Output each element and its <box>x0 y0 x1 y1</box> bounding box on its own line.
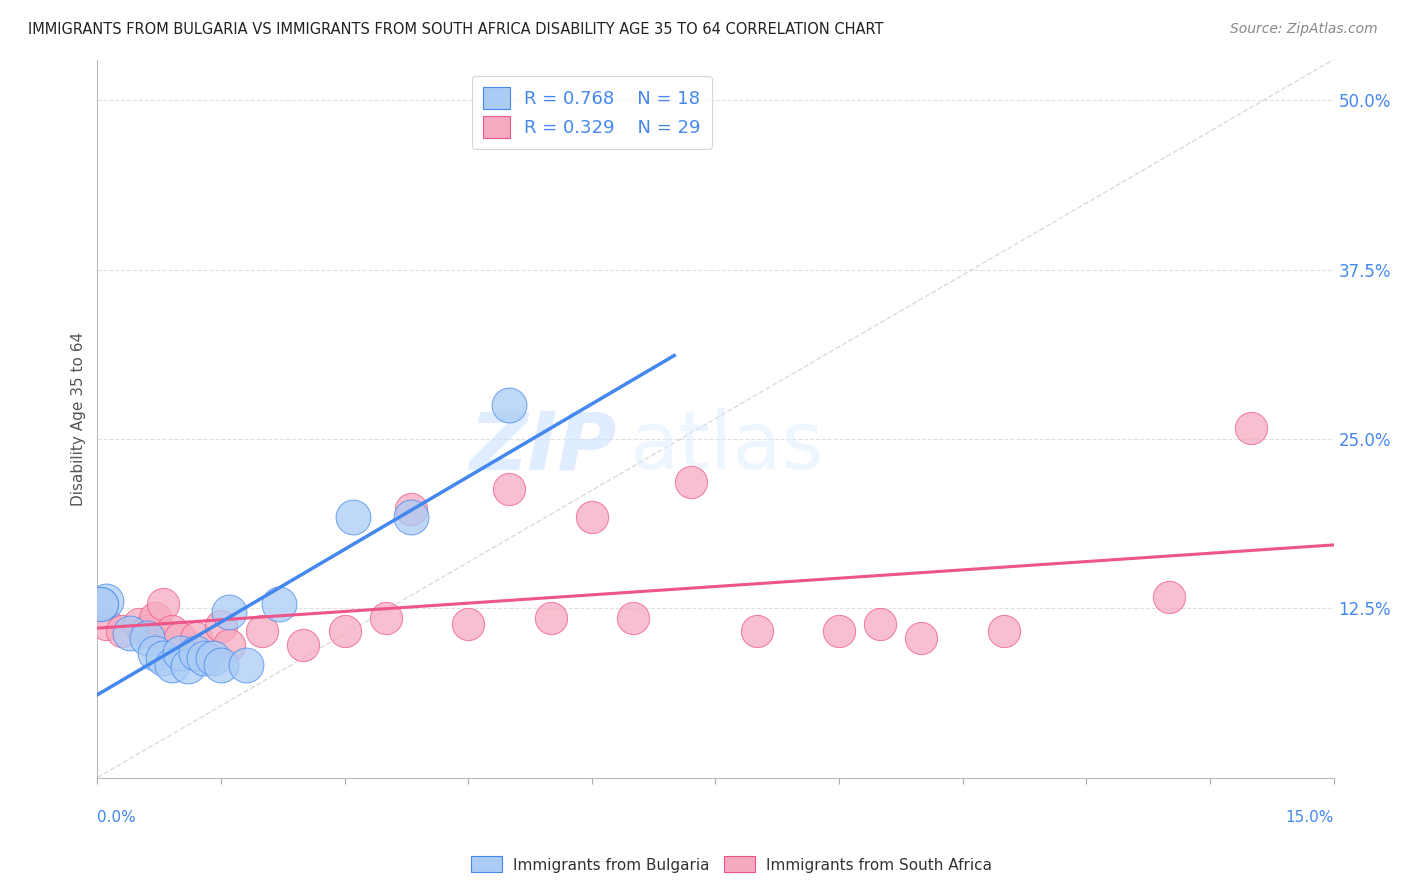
Point <box>94 594 117 608</box>
Point <box>374 611 396 625</box>
Point <box>292 638 315 652</box>
Point <box>120 625 142 640</box>
Point <box>186 631 208 645</box>
Point <box>333 624 356 639</box>
Point <box>143 611 166 625</box>
Point <box>128 617 150 632</box>
Text: ZIP: ZIP <box>470 409 617 486</box>
Point <box>993 624 1015 639</box>
Point <box>143 646 166 660</box>
Point <box>152 651 174 665</box>
Point <box>621 611 644 625</box>
Point <box>218 638 240 652</box>
Point <box>235 658 257 673</box>
Text: 15.0%: 15.0% <box>1285 810 1333 825</box>
Point <box>177 659 200 673</box>
Point <box>910 631 932 645</box>
Point <box>169 631 191 645</box>
Point <box>218 605 240 619</box>
Legend: R = 0.768    N = 18, R = 0.329    N = 29: R = 0.768 N = 18, R = 0.329 N = 29 <box>472 76 711 149</box>
Y-axis label: Disability Age 35 to 64: Disability Age 35 to 64 <box>72 332 86 506</box>
Point <box>342 510 364 524</box>
Point <box>1240 421 1263 435</box>
Point <box>135 624 157 639</box>
Point <box>193 651 215 665</box>
Point <box>1157 591 1180 605</box>
Point <box>399 510 422 524</box>
Text: IMMIGRANTS FROM BULGARIA VS IMMIGRANTS FROM SOUTH AFRICA DISABILITY AGE 35 TO 64: IMMIGRANTS FROM BULGARIA VS IMMIGRANTS F… <box>28 22 883 37</box>
Point <box>169 646 191 660</box>
Point <box>111 624 134 639</box>
Point <box>94 617 117 632</box>
Point <box>152 597 174 611</box>
Point <box>498 482 520 496</box>
Point <box>267 597 290 611</box>
Point <box>160 658 183 673</box>
Point <box>135 631 157 645</box>
Text: Immigrants from Bulgaria: Immigrants from Bulgaria <box>513 858 710 872</box>
Point <box>581 510 603 524</box>
Point <box>250 624 273 639</box>
Text: Immigrants from South Africa: Immigrants from South Africa <box>766 858 993 872</box>
Point <box>209 619 232 633</box>
Point <box>399 502 422 516</box>
Text: 0.0%: 0.0% <box>97 810 136 825</box>
Point <box>160 624 183 639</box>
Point <box>679 475 702 490</box>
Text: Source: ZipAtlas.com: Source: ZipAtlas.com <box>1230 22 1378 37</box>
Point <box>540 611 562 625</box>
Point <box>869 617 891 632</box>
Point <box>498 398 520 412</box>
Point <box>828 624 851 639</box>
Point <box>90 597 112 611</box>
Point <box>457 617 479 632</box>
Point <box>745 624 768 639</box>
Text: atlas: atlas <box>628 409 824 486</box>
Point <box>186 646 208 660</box>
Point <box>209 658 232 673</box>
Point <box>201 651 224 665</box>
